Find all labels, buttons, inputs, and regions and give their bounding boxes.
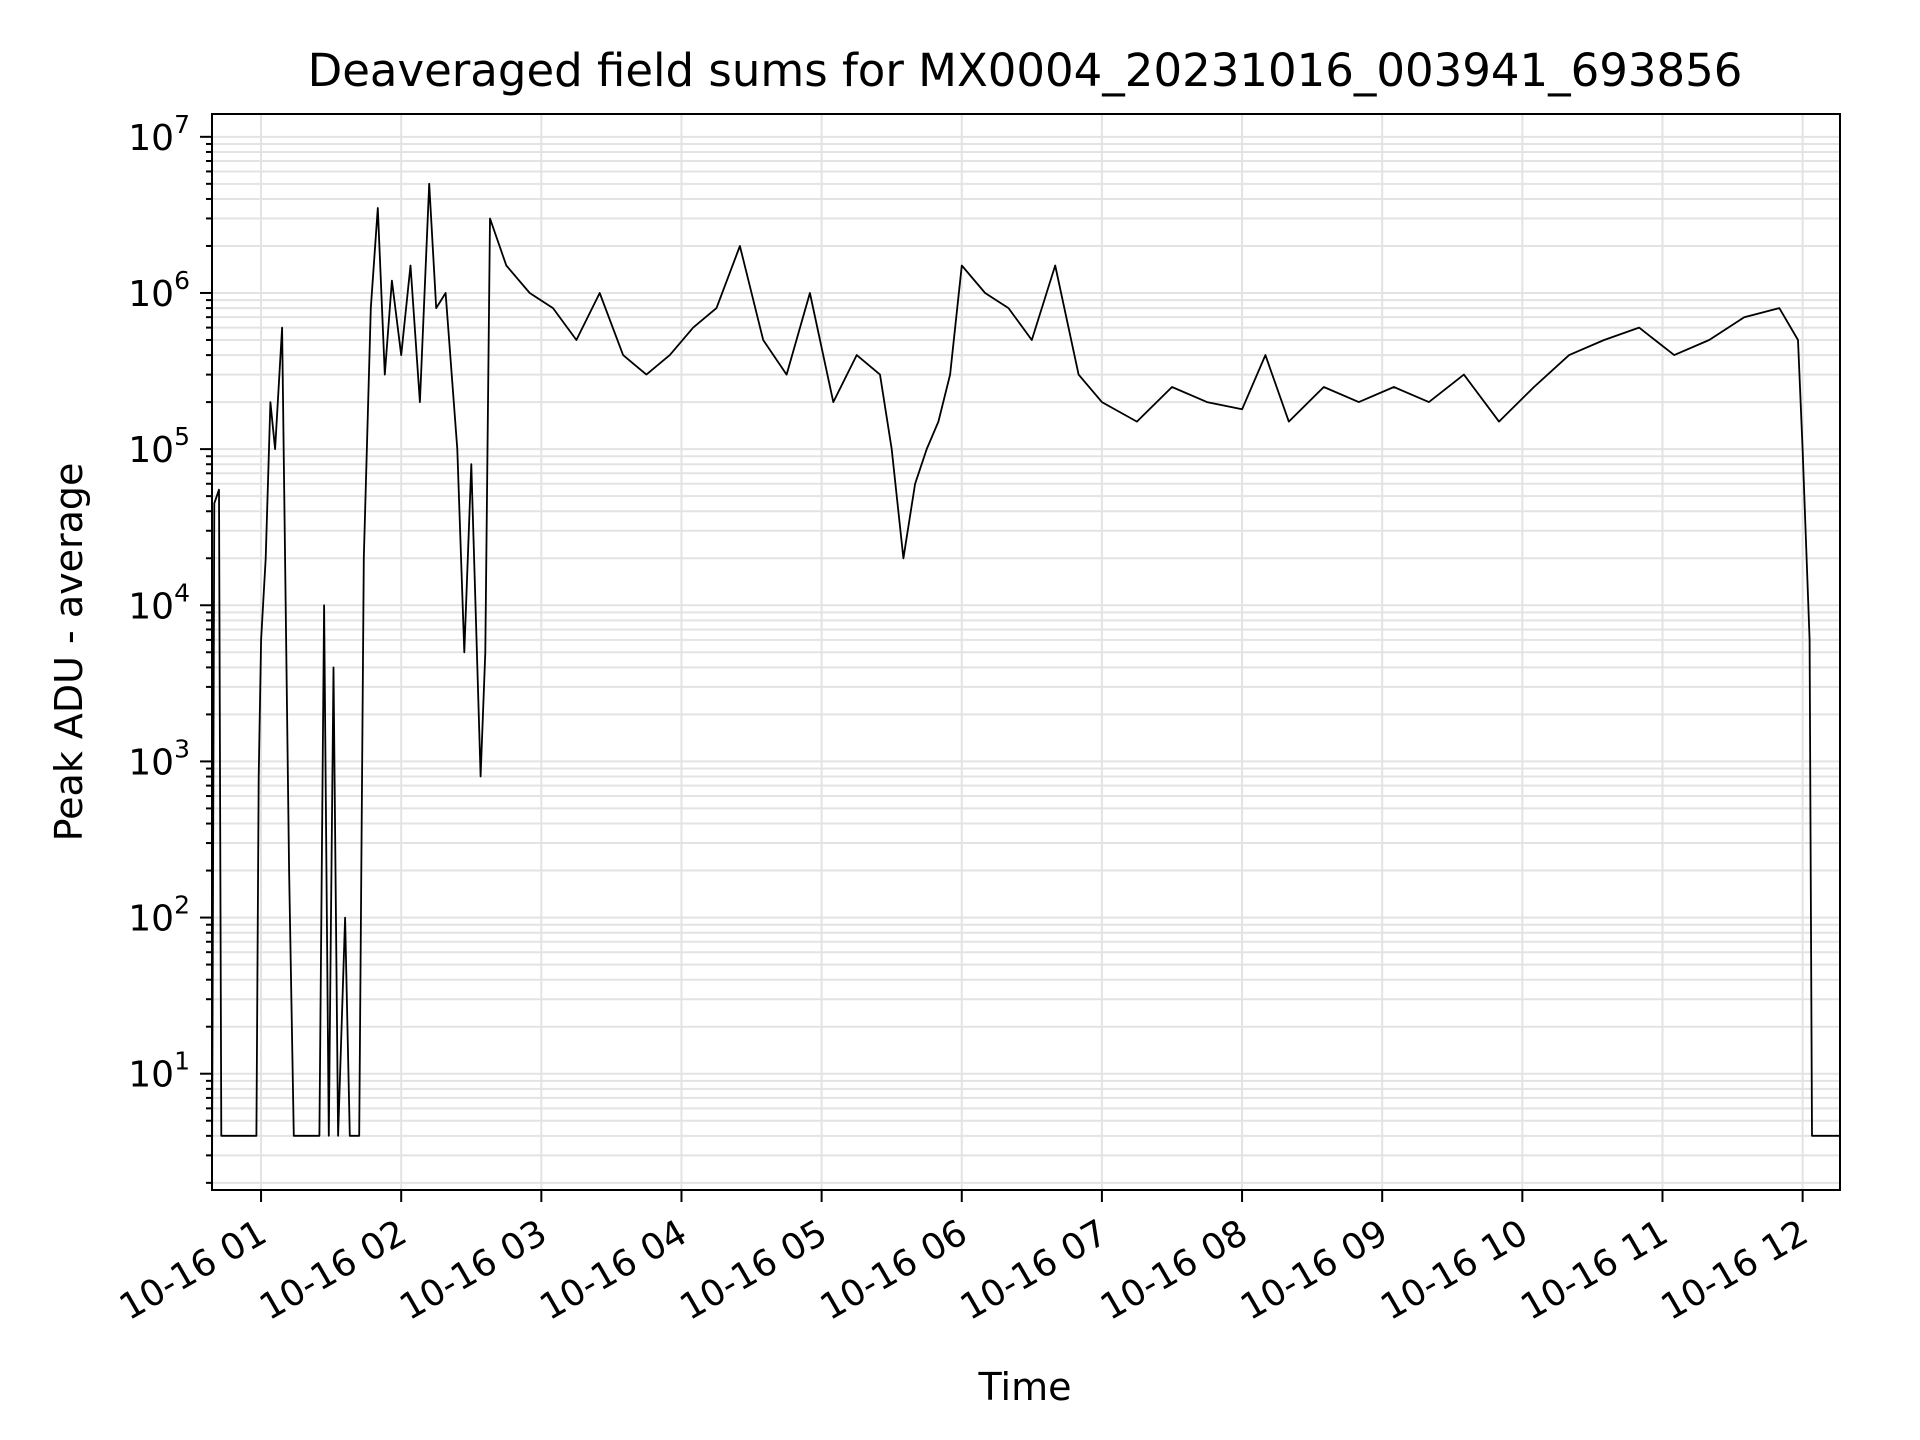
y-tick-label: 102 <box>128 891 190 940</box>
series-line <box>211 182 1840 1183</box>
y-tick-exponent: 5 <box>174 422 190 451</box>
y-tick-base: 10 <box>128 430 174 471</box>
grid-lines <box>212 114 1840 1190</box>
y-tick-exponent: 6 <box>174 266 190 295</box>
chart-title: Deaveraged field sums for MX0004_2023101… <box>308 44 1743 97</box>
y-axis-label: Peak ADU - average <box>47 463 91 842</box>
y-tick-exponent: 1 <box>174 1047 190 1076</box>
y-tick-exponent: 4 <box>174 578 190 607</box>
y-tick-label: 104 <box>128 578 190 627</box>
y-tick-label: 101 <box>128 1047 190 1096</box>
y-tick-exponent: 3 <box>174 734 190 763</box>
y-tick-base: 10 <box>128 1055 174 1096</box>
y-tick-label: 103 <box>128 734 190 783</box>
y-tick-base: 10 <box>128 586 174 627</box>
y-tick-label: 106 <box>128 266 190 315</box>
y-tick-base: 10 <box>128 899 174 940</box>
y-tick-label: 105 <box>128 422 190 471</box>
y-tick-label: 107 <box>128 110 190 159</box>
y-tick-base: 10 <box>128 274 174 315</box>
y-tick-base: 10 <box>128 742 174 783</box>
y-tick-exponent: 2 <box>174 891 190 920</box>
y-tick-exponent: 7 <box>174 110 190 139</box>
plot-area <box>211 182 1840 1183</box>
y-tick-base: 10 <box>128 118 174 159</box>
x-axis-label: Time <box>978 1365 1072 1409</box>
